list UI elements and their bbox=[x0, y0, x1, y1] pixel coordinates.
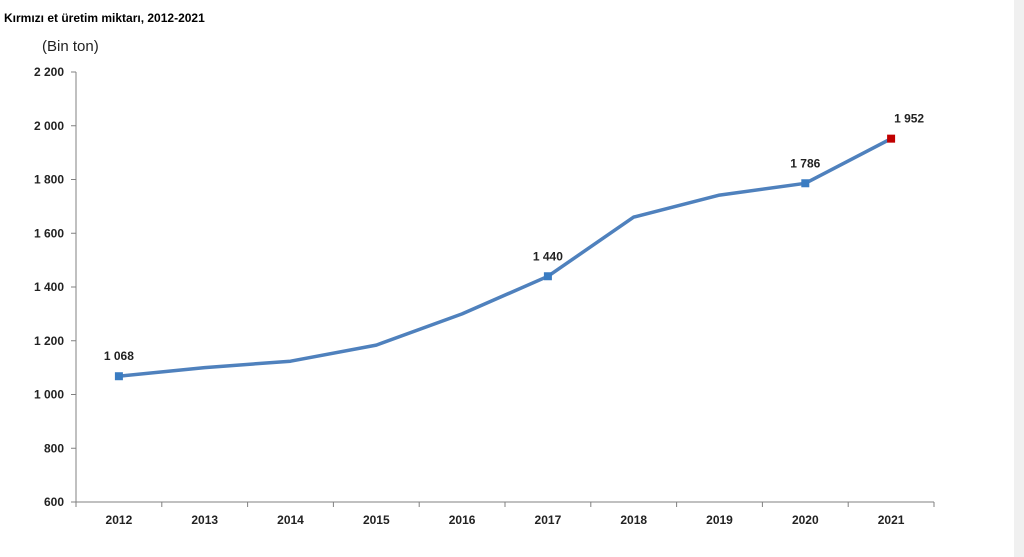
x-tick-label: 2016 bbox=[449, 513, 476, 527]
x-tick-label: 2018 bbox=[620, 513, 647, 527]
x-tick-label: 2020 bbox=[792, 513, 819, 527]
y-axis-unit-label: (Bin ton) bbox=[42, 38, 99, 55]
data-point-marker bbox=[887, 134, 896, 143]
y-tick-label: 1 200 bbox=[34, 334, 64, 348]
data-point-marker bbox=[543, 272, 552, 281]
x-tick-label: 2015 bbox=[363, 513, 390, 527]
x-tick-label: 2013 bbox=[191, 513, 218, 527]
data-point-marker bbox=[114, 372, 123, 381]
x-tick-label: 2017 bbox=[535, 513, 562, 527]
data-label: 1 440 bbox=[533, 249, 563, 263]
y-tick-label: 1 000 bbox=[34, 388, 64, 402]
data-label: 1 952 bbox=[894, 112, 924, 126]
side-strip bbox=[1014, 0, 1024, 557]
x-tick-label: 2019 bbox=[706, 513, 733, 527]
y-tick-label: 1 600 bbox=[34, 226, 64, 240]
y-tick-label: 1 400 bbox=[34, 280, 64, 294]
y-tick-label: 2 200 bbox=[34, 65, 64, 79]
y-tick-label: 1 800 bbox=[34, 173, 64, 187]
data-point-marker bbox=[801, 179, 810, 188]
chart-title: Kırmızı et üretim miktarı, 2012-2021 bbox=[4, 11, 205, 25]
data-label: 1 786 bbox=[790, 156, 820, 170]
x-tick-label: 2014 bbox=[277, 513, 304, 527]
data-label: 1 068 bbox=[104, 349, 134, 363]
y-tick-label: 2 000 bbox=[34, 119, 64, 133]
series-line bbox=[117, 136, 893, 378]
y-tick-label: 600 bbox=[44, 495, 64, 509]
y-tick-label: 800 bbox=[44, 441, 64, 455]
x-tick-label: 2012 bbox=[106, 513, 133, 527]
x-tick-label: 2021 bbox=[878, 513, 905, 527]
